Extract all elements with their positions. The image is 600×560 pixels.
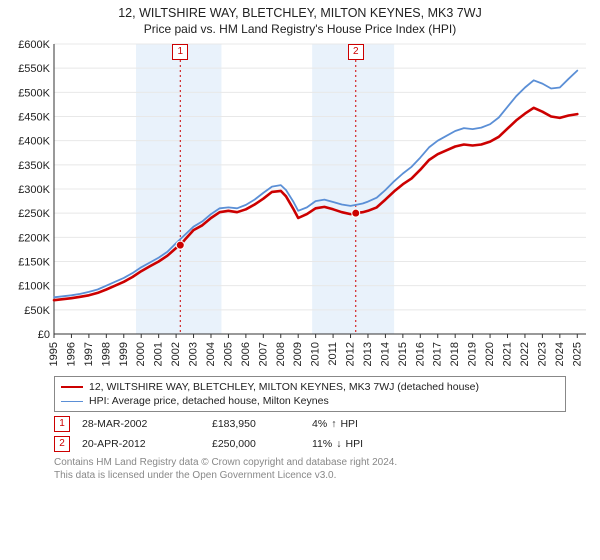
sale-row: 1 28-MAR-2002£183,9504% ↑ HPI xyxy=(54,416,566,432)
svg-text:2008: 2008 xyxy=(275,342,287,366)
sale-date: 28-MAR-2002 xyxy=(82,418,212,430)
svg-text:£0: £0 xyxy=(38,329,50,341)
chart-title: 12, WILTSHIRE WAY, BLETCHLEY, MILTON KEY… xyxy=(10,6,590,20)
svg-text:£150K: £150K xyxy=(18,257,50,269)
svg-text:2004: 2004 xyxy=(205,342,217,366)
svg-text:1999: 1999 xyxy=(118,342,130,366)
svg-text:£100K: £100K xyxy=(18,281,50,293)
svg-text:1995: 1995 xyxy=(48,342,60,366)
svg-text:£50K: £50K xyxy=(24,305,50,317)
sale-diff-label: HPI xyxy=(340,418,358,430)
chart-area: £0 £50K £100K £150K £200K £250K £300K £350K £400… xyxy=(10,40,590,370)
svg-text:2015: 2015 xyxy=(397,342,409,366)
svg-text:£200K: £200K xyxy=(18,232,50,244)
svg-text:2009: 2009 xyxy=(292,342,304,366)
sale-diff: 11% ↓ HPI xyxy=(312,438,363,450)
sale-diff-label: HPI xyxy=(346,438,364,450)
svg-text:2018: 2018 xyxy=(449,342,461,366)
sale-price: £183,950 xyxy=(212,418,312,430)
svg-text:2005: 2005 xyxy=(222,342,234,366)
svg-text:£300K: £300K xyxy=(18,184,50,196)
sale-row: 2 20-APR-2012£250,00011% ↓ HPI xyxy=(54,436,566,452)
legend-label: 12, WILTSHIRE WAY, BLETCHLEY, MILTON KEY… xyxy=(89,380,479,394)
legend-item: HPI: Average price, detached house, Milt… xyxy=(61,394,559,408)
sale-marker-badge: 1 xyxy=(172,44,188,60)
chart-subtitle: Price paid vs. HM Land Registry's House … xyxy=(10,22,590,36)
line-chart-svg: £0 £50K £100K £150K £200K £250K £300K £350K £400… xyxy=(10,40,590,370)
footnote-line: Contains HM Land Registry data © Crown c… xyxy=(54,456,566,469)
arrow-up-icon: ↑ xyxy=(331,418,336,430)
svg-text:2002: 2002 xyxy=(170,342,182,366)
svg-text:1996: 1996 xyxy=(65,342,77,366)
svg-text:2020: 2020 xyxy=(484,342,496,366)
svg-text:2000: 2000 xyxy=(135,342,147,366)
svg-text:2006: 2006 xyxy=(240,342,252,366)
svg-text:£500K: £500K xyxy=(18,87,50,99)
svg-text:2025: 2025 xyxy=(571,342,583,366)
svg-text:2024: 2024 xyxy=(554,342,566,366)
svg-text:2007: 2007 xyxy=(257,342,269,366)
legend-swatch xyxy=(61,386,83,388)
sale-badge: 2 xyxy=(54,436,70,452)
footnote: Contains HM Land Registry data © Crown c… xyxy=(54,456,566,482)
svg-text:2016: 2016 xyxy=(414,342,426,366)
svg-text:£400K: £400K xyxy=(18,136,50,148)
svg-text:2003: 2003 xyxy=(188,342,200,366)
svg-text:2001: 2001 xyxy=(153,342,165,366)
svg-text:2013: 2013 xyxy=(362,342,374,366)
svg-text:2017: 2017 xyxy=(432,342,444,366)
svg-text:2023: 2023 xyxy=(536,342,548,366)
legend-item: 12, WILTSHIRE WAY, BLETCHLEY, MILTON KEY… xyxy=(61,380,559,394)
svg-text:£450K: £450K xyxy=(18,112,50,124)
legend-label: HPI: Average price, detached house, Milt… xyxy=(89,394,329,408)
footnote-line: This data is licensed under the Open Gov… xyxy=(54,469,566,482)
svg-text:1997: 1997 xyxy=(83,342,95,366)
legend: 12, WILTSHIRE WAY, BLETCHLEY, MILTON KEY… xyxy=(54,376,566,412)
svg-text:£350K: £350K xyxy=(18,160,50,172)
svg-text:£600K: £600K xyxy=(18,40,50,51)
sale-date: 20-APR-2012 xyxy=(82,438,212,450)
sale-marker-badge: 2 xyxy=(348,44,364,60)
svg-text:2022: 2022 xyxy=(519,342,531,366)
sales-table: 1 28-MAR-2002£183,9504% ↑ HPI 2 20-APR-2012£2… xyxy=(54,416,566,452)
sale-diff-pct: 11% xyxy=(312,438,332,450)
svg-text:1998: 1998 xyxy=(100,342,112,366)
svg-text:2012: 2012 xyxy=(345,342,357,366)
sale-diff: 4% ↑ HPI xyxy=(312,418,358,430)
sale-badge: 1 xyxy=(54,416,70,432)
legend-swatch xyxy=(61,401,83,402)
svg-text:£550K: £550K xyxy=(18,63,50,75)
svg-text:2011: 2011 xyxy=(327,342,339,366)
svg-text:2019: 2019 xyxy=(467,342,479,366)
svg-text:2014: 2014 xyxy=(379,342,391,366)
svg-text:2021: 2021 xyxy=(502,342,514,366)
svg-text:£250K: £250K xyxy=(18,208,50,220)
sale-price: £250,000 xyxy=(212,438,312,450)
svg-text:2010: 2010 xyxy=(310,342,322,366)
sale-diff-pct: 4% xyxy=(312,418,327,430)
arrow-down-icon: ↓ xyxy=(336,438,341,450)
